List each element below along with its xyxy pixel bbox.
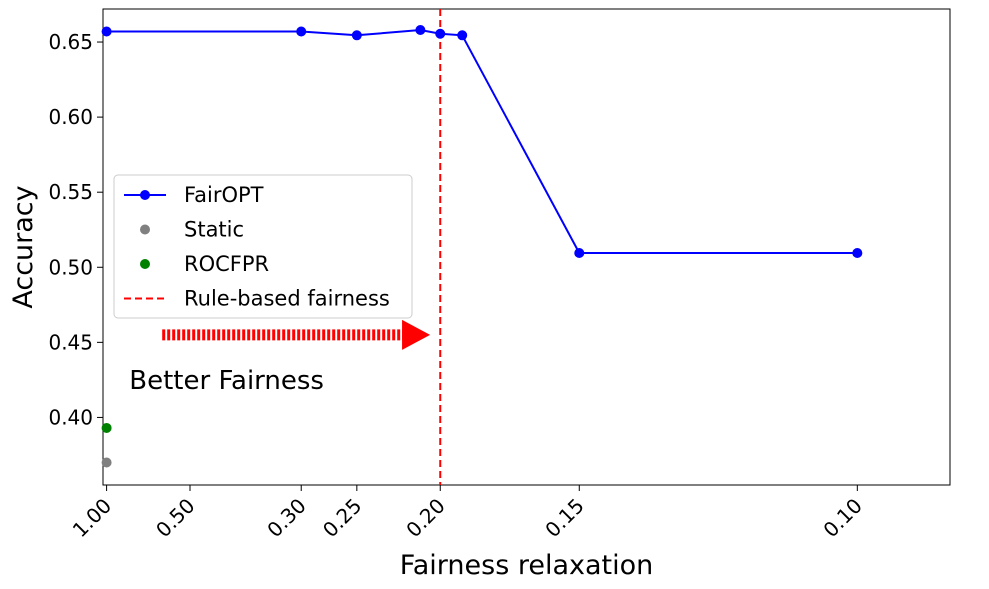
legend-label: Static bbox=[184, 218, 244, 242]
y-tick-label: 0.65 bbox=[48, 30, 93, 54]
series-layer bbox=[101, 25, 863, 468]
data-point-fairopt bbox=[435, 28, 446, 39]
legend-label: FairOPT bbox=[184, 183, 264, 207]
legend-swatch-marker bbox=[140, 224, 150, 235]
data-point-fairopt bbox=[296, 26, 307, 37]
data-point-fairopt bbox=[415, 25, 426, 36]
data-point-static bbox=[101, 457, 112, 468]
series-line-fairopt bbox=[106, 29, 858, 255]
x-tick-label: 0.15 bbox=[540, 494, 588, 542]
arrow-head bbox=[402, 319, 431, 350]
x-tick-label: 0.25 bbox=[318, 494, 366, 542]
data-point-fairopt bbox=[574, 248, 585, 259]
y-tick-label: 0.55 bbox=[48, 180, 93, 204]
legend: FairOPT Static ROCFPR Rule-based fairness bbox=[113, 174, 413, 319]
x-tick-label: 0.30 bbox=[262, 494, 310, 542]
y-axis-label: Accuracy bbox=[8, 185, 39, 308]
plot-area bbox=[102, 8, 951, 486]
x-tick-label: 0.10 bbox=[818, 494, 866, 542]
better-fairness-arrow bbox=[162, 319, 431, 350]
legend-label: Rule-based fairness bbox=[184, 287, 390, 311]
y-tick-label: 0.60 bbox=[48, 105, 93, 129]
x-tick-label: 0.50 bbox=[151, 494, 199, 542]
x-axis: 1.00 0.50 0.30 0.25 0.20 0.15 0.10 bbox=[68, 485, 867, 542]
x-axis-label: Fairness relaxation bbox=[400, 550, 654, 581]
data-point-fairopt bbox=[351, 30, 362, 41]
y-tick-label: 0.50 bbox=[48, 255, 93, 279]
y-tick-label: 0.40 bbox=[48, 405, 93, 429]
y-tick-label: 0.45 bbox=[48, 330, 93, 354]
axes-frame bbox=[102, 8, 951, 486]
y-axis: 0.40 0.45 0.50 0.55 0.60 0.65 bbox=[48, 30, 103, 429]
x-tick-label: 0.20 bbox=[401, 494, 449, 542]
legend-label: ROCFPR bbox=[184, 252, 269, 276]
legend-swatch-marker bbox=[140, 259, 150, 269]
legend-swatch-marker bbox=[140, 190, 150, 200]
legend-box bbox=[113, 174, 413, 319]
annotation-better-fairness: Better Fairness bbox=[129, 366, 324, 396]
data-point-fairopt bbox=[101, 26, 112, 37]
data-point-fairopt bbox=[852, 248, 863, 259]
data-point-fairopt bbox=[457, 30, 468, 41]
x-tick-label: 1.00 bbox=[68, 494, 116, 542]
data-point-rocfpr bbox=[101, 422, 112, 433]
